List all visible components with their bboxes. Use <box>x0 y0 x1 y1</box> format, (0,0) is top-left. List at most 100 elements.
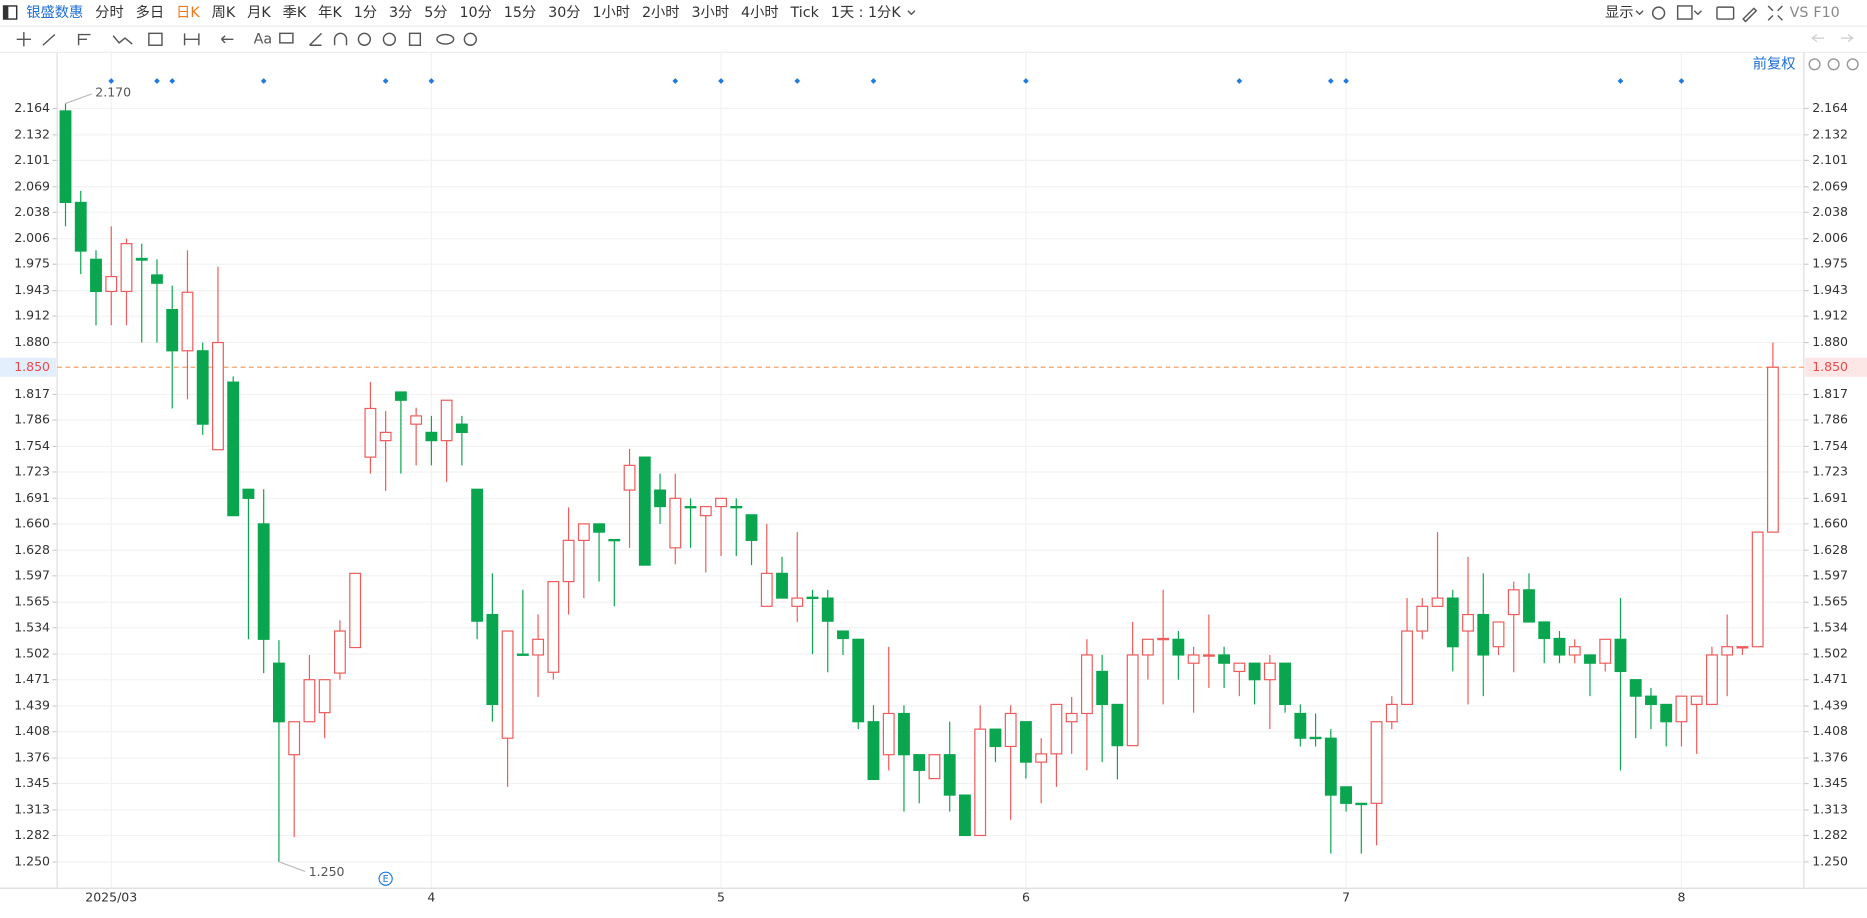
candle-body <box>105 276 118 293</box>
event-dot[interactable] <box>1327 78 1334 84</box>
move-tool[interactable] <box>16 32 31 47</box>
period-button[interactable]: 1小时 <box>592 4 630 21</box>
candle-body <box>1751 531 1764 648</box>
layout-icon[interactable] <box>1676 5 1693 20</box>
candle-body <box>760 572 773 607</box>
delete-tool[interactable] <box>408 32 422 46</box>
y-tick-label-right: 1.534 <box>1812 619 1848 634</box>
arrow-tool[interactable] <box>220 35 234 44</box>
y-tick-label-right: 1.565 <box>1812 594 1848 609</box>
y-tick-label-right: 1.597 <box>1812 567 1848 582</box>
candle-body <box>242 488 255 499</box>
f10-button[interactable]: F10 <box>1813 5 1839 21</box>
candle-body <box>821 597 834 622</box>
candle-body <box>1629 679 1642 697</box>
lock-tool[interactable] <box>357 32 372 46</box>
candle-body <box>379 431 392 442</box>
settings-icon[interactable] <box>1651 6 1666 20</box>
candle-body <box>1538 621 1551 640</box>
zoom-out[interactable] <box>1827 58 1840 71</box>
candle-body <box>516 653 529 656</box>
fullscreen-icon[interactable] <box>1767 5 1783 21</box>
period-button[interactable]: Tick <box>790 5 820 21</box>
x-tick-label: 4 <box>427 889 435 904</box>
zoom-in[interactable] <box>1846 58 1859 71</box>
vs-button[interactable]: VS <box>1790 5 1809 21</box>
wave-tool[interactable] <box>112 35 133 45</box>
period-button[interactable]: 月K <box>247 5 271 21</box>
period-button[interactable]: 5分 <box>424 4 447 21</box>
candle-body <box>471 488 484 622</box>
y-tick-label: 1.282 <box>14 827 50 842</box>
event-dot[interactable] <box>154 78 160 84</box>
tool-settings[interactable] <box>463 32 478 46</box>
candle-body <box>1370 721 1383 804</box>
period-button[interactable]: 3分 <box>389 4 412 21</box>
pen-icon[interactable] <box>1742 7 1758 23</box>
angle-tool[interactable] <box>309 32 323 46</box>
y-tick-label-right: 1.817 <box>1812 386 1848 401</box>
y-tick-label: 1.408 <box>14 723 50 738</box>
display-menu[interactable]: 显示 <box>1605 5 1634 21</box>
event-dot[interactable] <box>169 78 176 84</box>
period-button[interactable]: 10分 <box>459 4 491 21</box>
candle-body <box>1477 613 1490 656</box>
candle-body <box>1126 654 1139 747</box>
period-button[interactable]: 2小时 <box>642 4 680 21</box>
event-dot[interactable] <box>108 78 115 84</box>
candle-body <box>1446 597 1459 648</box>
hide-tool[interactable] <box>382 32 397 46</box>
note-tool[interactable] <box>279 32 294 44</box>
magnet-tool[interactable] <box>333 32 348 46</box>
candle-body <box>1736 646 1749 649</box>
y-tick-label: 1.943 <box>14 282 50 297</box>
candle-body <box>227 381 240 517</box>
period-button[interactable]: 分时 <box>95 4 124 21</box>
candle-body <box>1324 737 1337 796</box>
period-button[interactable]: 季K <box>283 4 307 21</box>
chevron <box>1635 10 1644 16</box>
candle-body <box>959 794 971 837</box>
y-tick-label: 1.817 <box>14 386 50 401</box>
period-button[interactable]: 4小时 <box>741 4 779 21</box>
compare-tool[interactable] <box>436 33 455 45</box>
y-tick-label-right: 2.038 <box>1812 204 1848 219</box>
y-tick-label: 1.376 <box>14 749 50 764</box>
period-button[interactable]: 多日 <box>136 4 165 21</box>
redo[interactable] <box>1840 34 1854 43</box>
undo[interactable] <box>1811 34 1825 43</box>
y-tick-label: 2.069 <box>14 178 50 193</box>
candle-body <box>837 630 849 640</box>
y-tick-label-right: 1.408 <box>1812 723 1848 738</box>
line-tool[interactable] <box>42 33 56 46</box>
period-button[interactable]: 15分 <box>504 4 536 21</box>
period-button[interactable]: 1天 : 1分K <box>831 4 902 21</box>
period-button[interactable]: 年K <box>318 4 342 21</box>
candle-body <box>1065 712 1078 723</box>
fib-tool[interactable] <box>77 33 91 46</box>
period-button[interactable]: 3小时 <box>691 4 729 21</box>
candle-body <box>120 243 133 293</box>
pattern-tool[interactable] <box>148 32 163 46</box>
camera-icon[interactable] <box>1716 6 1735 20</box>
candle-body <box>974 728 987 837</box>
text-tool[interactable]: Aa <box>254 31 273 47</box>
x-tick-label: 2025/03 <box>85 889 137 904</box>
event-badge[interactable] <box>378 871 393 886</box>
candle-body <box>1523 589 1535 623</box>
period-button[interactable]: 周K <box>212 5 236 21</box>
event-dot[interactable] <box>260 78 267 84</box>
price-adjust[interactable]: 前复权 <box>1753 54 1796 72</box>
candle-body <box>1553 637 1566 656</box>
candle-body <box>715 497 727 508</box>
period-button[interactable]: 30分 <box>548 4 580 21</box>
reset-icon[interactable] <box>1808 58 1821 71</box>
period-button[interactable]: 日K <box>176 5 200 21</box>
period-button[interactable]: 1分 <box>354 4 377 21</box>
y-tick-label-right: 1.439 <box>1812 698 1848 713</box>
measure-tool[interactable] <box>183 33 200 46</box>
candle-body <box>196 350 209 425</box>
